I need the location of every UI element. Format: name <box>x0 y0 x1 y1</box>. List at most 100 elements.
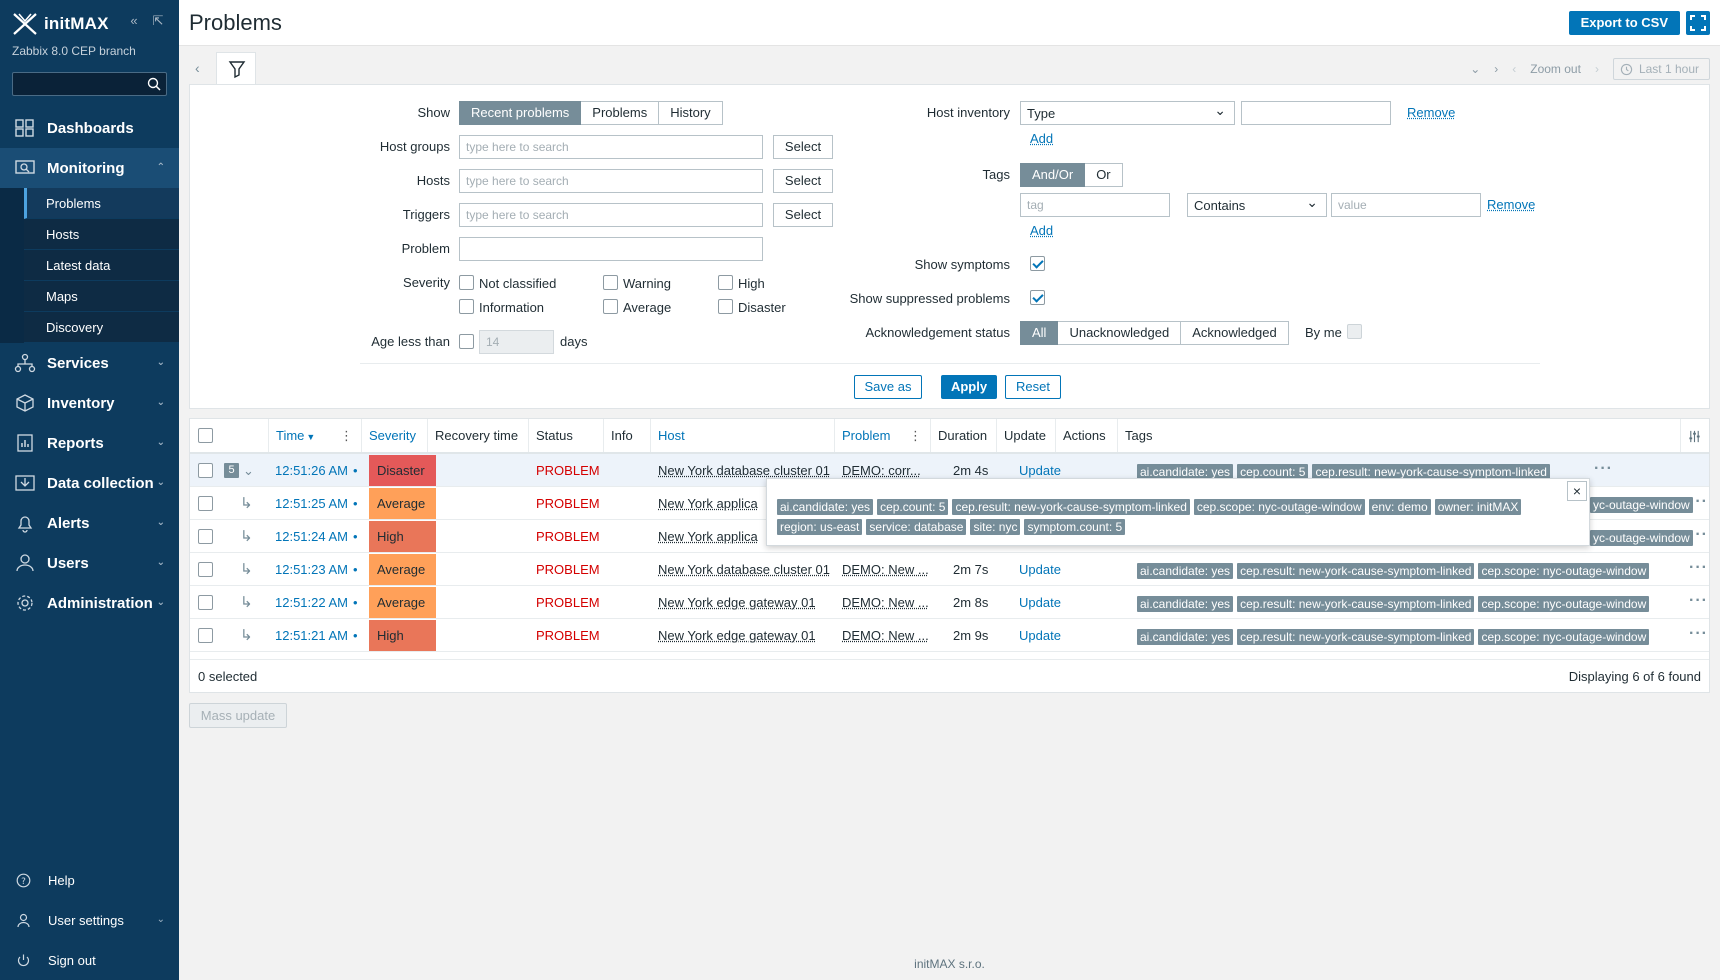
show-symptoms-checkbox[interactable] <box>1030 256 1045 271</box>
table-row[interactable]: ↳ 12:51:23 AM • Average PROBLEM New York… <box>190 553 1709 586</box>
save-as-button[interactable]: Save as <box>854 375 922 399</box>
hosts-select-button[interactable]: Select <box>773 169 833 193</box>
logo[interactable]: initMAX <box>12 12 109 36</box>
update-link[interactable]: Update <box>1019 595 1061 610</box>
severity-high-checkbox[interactable] <box>718 275 733 290</box>
more-tags-icon[interactable]: ··· <box>1689 493 1708 510</box>
update-link[interactable]: Update <box>1019 562 1061 577</box>
time-back-icon[interactable]: ‹ <box>1512 62 1517 76</box>
inventory-value-input[interactable] <box>1241 101 1391 125</box>
triggers-select-button[interactable]: Select <box>773 203 833 227</box>
close-icon[interactable]: × <box>1567 481 1587 501</box>
host-link[interactable]: New York applica <box>658 529 758 544</box>
problem-link[interactable]: DEMO: New ... <box>842 562 929 577</box>
host-groups-input[interactable]: type here to search <box>459 135 763 159</box>
column-menu-icon[interactable]: ⋮ <box>340 428 353 443</box>
by-me-checkbox[interactable] <box>1347 324 1362 339</box>
mass-update-button[interactable]: Mass update <box>189 703 287 728</box>
severity-average-checkbox[interactable] <box>603 299 618 314</box>
expand-chevron-icon[interactable]: ⌄ <box>243 463 254 478</box>
row-checkbox[interactable] <box>198 562 213 577</box>
update-link[interactable]: Update <box>1019 628 1061 643</box>
host-groups-select-button[interactable]: Select <box>773 135 833 159</box>
row-checkbox[interactable] <box>198 595 213 610</box>
severity-disaster-checkbox[interactable] <box>718 299 733 314</box>
table-row[interactable]: ↳ 12:51:21 AM • High PROBLEM New York ed… <box>190 619 1709 652</box>
export-csv-button[interactable]: Export to CSV <box>1568 11 1680 35</box>
triggers-input[interactable]: type here to search <box>459 203 763 227</box>
host-link[interactable]: New York database cluster 01 <box>658 562 830 577</box>
more-tags-icon[interactable]: ··· <box>1689 526 1708 543</box>
collapse-sidebar-icon[interactable]: « <box>130 13 138 28</box>
severity-warning-checkbox[interactable] <box>603 275 618 290</box>
host-link[interactable]: New York edge gateway 01 <box>658 595 816 610</box>
tag-operator-select[interactable]: Contains <box>1187 193 1327 217</box>
time-column-header[interactable]: Time ▼ ⋮ <box>269 419 362 452</box>
table-row[interactable]: ↳ 12:51:22 AM • Average PROBLEM New York… <box>190 586 1709 619</box>
menu-administration[interactable]: Administration ⌄ <box>0 583 179 623</box>
reset-button[interactable]: Reset <box>1005 375 1061 399</box>
hide-sidebar-icon[interactable]: ⇱ <box>152 13 164 28</box>
filter-tab[interactable] <box>216 52 256 86</box>
update-link[interactable]: Update <box>1019 463 1061 478</box>
tag-name-input[interactable]: tag <box>1020 193 1170 217</box>
tag-add-link[interactable]: Add <box>1030 223 1054 238</box>
submenu-discovery[interactable]: Discovery <box>24 312 179 343</box>
select-all-checkbox[interactable] <box>198 428 213 443</box>
menu-monitoring[interactable]: Monitoring ⌃ <box>0 148 179 188</box>
column-settings-header[interactable] <box>1680 419 1709 452</box>
show-history[interactable]: History <box>659 101 723 125</box>
ack-unacknowledged[interactable]: Unacknowledged <box>1058 321 1182 345</box>
problem-link[interactable]: DEMO: corr... <box>842 463 921 478</box>
time-link[interactable]: 12:51:21 AM <box>275 628 348 643</box>
menu-reports[interactable]: Reports ⌄ <box>0 423 179 463</box>
hosts-input[interactable]: type here to search <box>459 169 763 193</box>
problem-input[interactable] <box>459 237 763 261</box>
table-row[interactable]: ↳ 12:51:24 AM • High PROBLEM New York ap… <box>190 520 1709 553</box>
problem-column-header[interactable]: Problem ⋮ <box>835 419 931 452</box>
host-link[interactable]: New York edge gateway 01 <box>658 628 816 643</box>
user-settings-link[interactable]: User settings ⌄ <box>0 900 179 940</box>
row-checkbox[interactable] <box>198 628 213 643</box>
age-checkbox[interactable] <box>459 334 474 349</box>
time-link[interactable]: 12:51:25 AM <box>275 496 348 511</box>
host-link[interactable]: New York database cluster 01 <box>658 463 830 478</box>
severity-not-classified-checkbox[interactable] <box>459 275 474 290</box>
severity-information-checkbox[interactable] <box>459 299 474 314</box>
column-menu-icon[interactable]: ⋮ <box>909 428 922 443</box>
more-tags-icon[interactable]: ··· <box>1594 460 1613 477</box>
age-days-input[interactable]: 14 <box>479 330 554 354</box>
submenu-maps[interactable]: Maps <box>24 281 179 312</box>
menu-services[interactable]: Services ⌄ <box>0 343 179 383</box>
menu-alerts[interactable]: Alerts ⌄ <box>0 503 179 543</box>
submenu-hosts[interactable]: Hosts <box>24 219 179 250</box>
inventory-type-select[interactable]: Type <box>1020 101 1235 125</box>
tags-and-or[interactable]: And/Or <box>1020 163 1086 187</box>
submenu-problems[interactable]: Problems <box>24 188 179 219</box>
ack-acknowledged[interactable]: Acknowledged <box>1181 321 1289 345</box>
help-link[interactable]: ? Help <box>0 860 179 900</box>
menu-dashboards[interactable]: Dashboards <box>0 108 179 148</box>
show-problems[interactable]: Problems <box>581 101 660 125</box>
show-recent-problems[interactable]: Recent problems <box>459 101 582 125</box>
tags-or[interactable]: Or <box>1085 163 1123 187</box>
kiosk-mode-button[interactable] <box>1686 11 1710 35</box>
host-link[interactable]: New York applica <box>658 496 758 511</box>
time-link[interactable]: 12:51:26 AM <box>275 463 348 478</box>
zoom-out-button[interactable]: Zoom out <box>1530 62 1581 76</box>
sidebar-search-input[interactable] <box>12 72 167 96</box>
chevron-left-icon[interactable]: ‹ <box>195 60 200 76</box>
apply-button[interactable]: Apply <box>941 375 997 399</box>
menu-inventory[interactable]: Inventory ⌄ <box>0 383 179 423</box>
sign-out-link[interactable]: Sign out <box>0 940 179 980</box>
more-tags-icon[interactable]: ··· <box>1689 559 1708 576</box>
show-suppressed-checkbox[interactable] <box>1030 290 1045 305</box>
host-column-header[interactable]: Host <box>651 419 835 452</box>
time-link[interactable]: 12:51:24 AM <box>275 529 348 544</box>
problem-link[interactable]: DEMO: New ... <box>842 595 929 610</box>
row-checkbox[interactable] <box>198 463 213 478</box>
search-icon[interactable] <box>147 77 161 91</box>
problem-link[interactable]: DEMO: New ... <box>842 628 929 643</box>
menu-users[interactable]: Users ⌄ <box>0 543 179 583</box>
ack-all[interactable]: All <box>1020 321 1059 345</box>
